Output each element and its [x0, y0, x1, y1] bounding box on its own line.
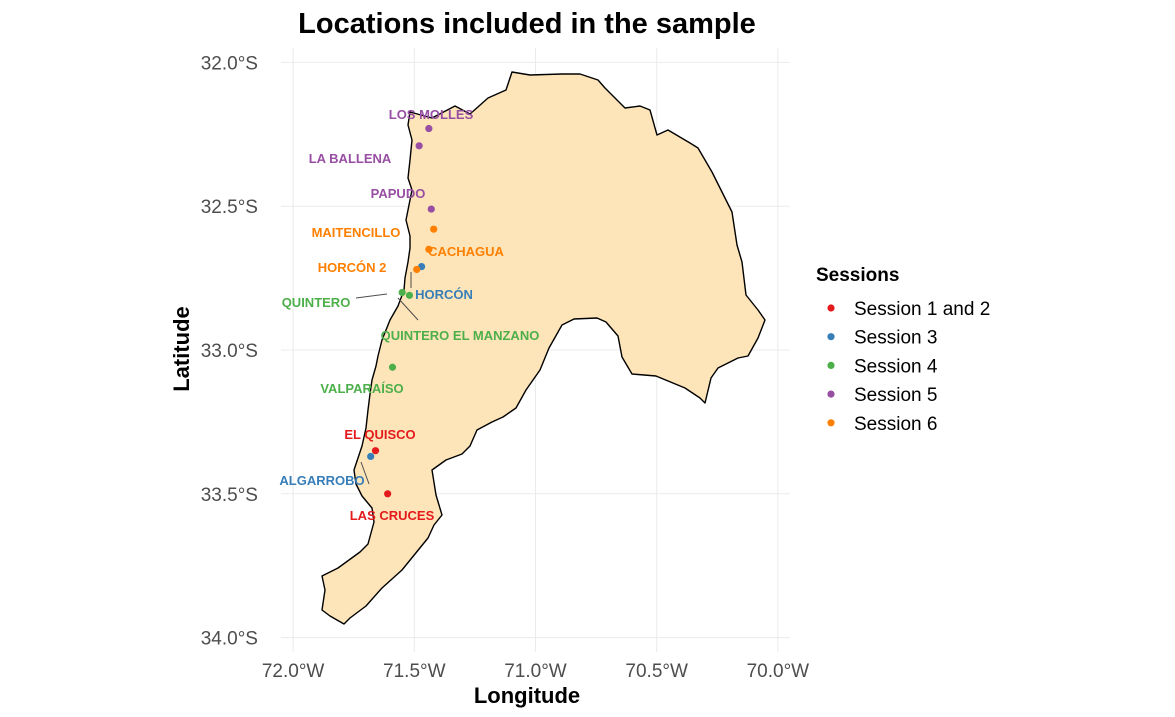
legend-label: Session 6: [854, 414, 937, 435]
location-point: [413, 265, 421, 274]
y-tick-label: 33.0°S: [201, 341, 258, 362]
location-points: [367, 124, 438, 498]
legend-label: Session 5: [854, 385, 937, 406]
leader-line-algarrobo: [360, 461, 370, 485]
point-label-las-cruces: LAS CRUCES: [350, 508, 435, 523]
point-label-quintero: QUINTERO: [282, 295, 351, 310]
location-point: [427, 205, 435, 213]
leader-line-quintero: [355, 293, 388, 299]
location-point: [388, 363, 397, 371]
x-axis-title: Longitude: [474, 683, 580, 708]
point-label-maitencillo: MAITENCILLO: [312, 225, 401, 240]
x-axis-ticks: 72.0°W 71.5°W 71.0°W 70.5°W 70.0°W: [262, 661, 809, 682]
location-point: [384, 490, 392, 498]
point-label-cachagua: CACHAGUA: [428, 244, 504, 259]
x-tick-label: 72.0°W: [262, 661, 325, 682]
legend-label: Session 3: [854, 328, 937, 349]
y-tick-label: 33.5°S: [201, 485, 258, 506]
legend-title: Sessions: [816, 265, 899, 286]
point-label-horcon: HORCÓN: [415, 287, 473, 302]
point-label-la-ballena: LA BALLENA: [309, 151, 392, 166]
point-labels: LOS MOLLES LA BALLENA PAPUDO MAITENCILLO…: [279, 107, 539, 523]
legend-items: Session 1 and 2 Session 3 Session 4 Session…: [827, 299, 990, 435]
point-label-el-quisco: EL QUISCO: [344, 427, 415, 442]
legend-key: [827, 419, 835, 427]
location-point: [415, 142, 423, 150]
legend-label: Session 1 and 2: [854, 299, 990, 320]
x-tick-label: 71.5°W: [383, 661, 446, 682]
leader-lines: [355, 272, 419, 485]
y-tick-label: 34.0°S: [201, 629, 258, 650]
location-point: [425, 245, 433, 253]
point-label-valparaiso: VALPARAÍSO: [320, 381, 403, 396]
x-tick-label: 70.5°W: [625, 661, 688, 682]
x-tick-label: 70.0°W: [747, 661, 810, 682]
point-label-quintero-el-manzano: QUINTERO EL MANZANO: [381, 328, 540, 343]
point-label-papudo: PAPUDO: [371, 186, 426, 201]
x-tick-label: 71.0°W: [504, 661, 567, 682]
legend-key: [827, 304, 835, 312]
location-point: [405, 291, 414, 299]
y-axis-title: Latitude: [169, 306, 194, 392]
legend-key: [827, 361, 835, 369]
y-tick-label: 32.0°S: [201, 53, 258, 74]
leader-line-quintero-el-manzano: [397, 297, 419, 321]
location-point: [425, 124, 433, 133]
location-point: [367, 452, 375, 461]
point-label-los-molles: LOS MOLLES: [389, 107, 474, 122]
point-label-horcon-2: HORCÓN 2: [318, 260, 387, 275]
location-point: [430, 225, 438, 233]
y-axis-ticks: 32.0°S 32.5°S 33.0°S 33.5°S 34.0°S: [201, 53, 258, 649]
chart-title: Locations included in the sample: [298, 8, 756, 40]
legend-key: [827, 333, 835, 341]
legend-key: [827, 390, 835, 398]
y-tick-label: 32.5°S: [201, 197, 258, 218]
location-point: [398, 288, 406, 297]
legend-label: Session 4: [854, 356, 938, 377]
location-point: [371, 447, 380, 455]
point-label-algarrobo: ALGARROBO: [279, 473, 364, 488]
